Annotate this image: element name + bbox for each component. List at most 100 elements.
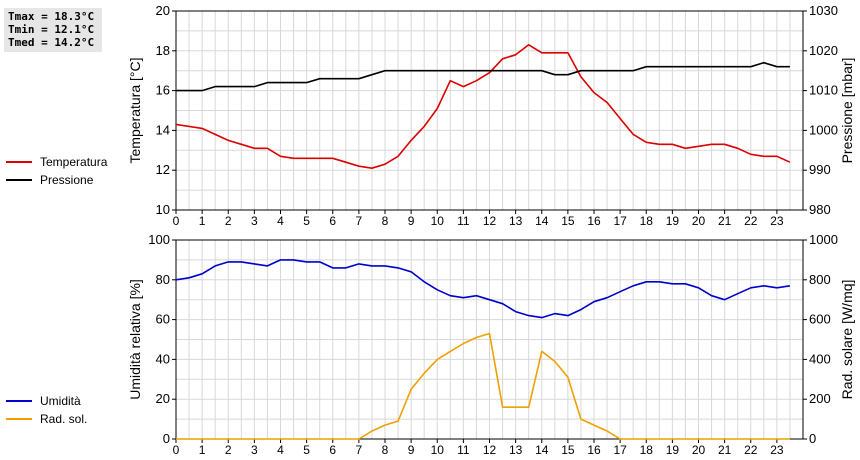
x-tick-label: 22 [744, 214, 758, 228]
tmed-stat: Tmed = 14.2°C [8, 36, 95, 49]
x-tick-label: 5 [303, 214, 310, 228]
x-tick-label: 15 [561, 443, 575, 457]
x-tick-label: 4 [277, 214, 284, 228]
y-tick-label: 12 [156, 162, 170, 177]
x-tick-label: 10 [431, 443, 445, 457]
x-tick-label: 3 [251, 214, 258, 228]
x-tick-label: 13 [509, 443, 523, 457]
y-tick-label: 10 [156, 202, 170, 217]
y2-tick-label: 600 [809, 312, 831, 327]
y-tick-label: 20 [156, 3, 170, 18]
x-tick-label: 1 [199, 214, 206, 228]
y-axis-label: Umidità relativa [%] [127, 279, 143, 400]
legend-top: Temperatura Pressione [6, 153, 107, 189]
x-tick-label: 6 [329, 214, 336, 228]
legend-swatch [6, 400, 32, 402]
x-tick-label: 18 [640, 443, 654, 457]
x-tick-label: 15 [561, 214, 575, 228]
x-tick-label: 23 [770, 443, 784, 457]
y2-tick-label: 1030 [809, 3, 838, 18]
y2-tick-label: 980 [809, 202, 831, 217]
x-tick-label: 23 [770, 214, 784, 228]
x-tick-label: 2 [225, 443, 232, 457]
x-tick-label: 6 [329, 443, 336, 457]
y-tick-label: 100 [148, 232, 170, 247]
y2-axis-label: Pressione [mbar] [839, 58, 855, 164]
y-tick-label: 20 [156, 391, 170, 406]
y-tick-label: 16 [156, 83, 170, 98]
y2-tick-label: 400 [809, 351, 831, 366]
y2-tick-label: 0 [809, 431, 816, 446]
legend-item-temperatura: Temperatura [6, 153, 107, 171]
x-tick-label: 12 [483, 443, 497, 457]
x-tick-label: 11 [457, 443, 470, 457]
legend-item-umidita: Umidità [6, 392, 87, 410]
x-tick-label: 14 [535, 214, 549, 228]
legend-label: Rad. sol. [40, 412, 88, 426]
chart-panel-1: 0 1 2 3 4 5 6 7 8 9 10 11 12 13 14 15 16 17 18 19 20 21 22 2310… [127, 3, 855, 228]
y2-tick-label: 1000 [809, 232, 838, 247]
y2-tick-label: 1010 [809, 83, 838, 98]
x-tick-label: 12 [483, 214, 497, 228]
x-tick-label: 13 [509, 214, 523, 228]
y-tick-label: 60 [156, 312, 170, 327]
x-tick-label: 2 [225, 214, 232, 228]
x-tick-label: 7 [356, 443, 363, 457]
y2-axis-label: Rad. solare [W/mq] [839, 280, 855, 400]
legend-label: Umidità [40, 394, 81, 408]
x-tick-label: 17 [613, 214, 627, 228]
x-tick-label: 0 [173, 443, 180, 457]
x-tick-label: 8 [382, 443, 389, 457]
x-tick-label: 17 [613, 443, 627, 457]
tmin-stat: Tmin = 12.1°C [8, 23, 95, 36]
y-tick-label: 40 [156, 351, 170, 366]
legend-swatch [6, 179, 32, 181]
legend-swatch [6, 161, 32, 163]
x-tick-label: 0 [173, 214, 180, 228]
series-line-temperatura [175, 43, 791, 169]
x-tick-label: 20 [692, 214, 706, 228]
x-tick-label: 19 [666, 443, 680, 457]
y2-tick-label: 200 [809, 391, 831, 406]
legend-swatch [6, 418, 32, 420]
x-tick-label: 21 [718, 443, 732, 457]
x-tick-label: 21 [718, 214, 732, 228]
x-tick-label: 20 [692, 443, 706, 457]
x-tick-label: 10 [431, 214, 445, 228]
y2-tick-label: 1000 [809, 122, 838, 137]
y-tick-label: 80 [156, 272, 170, 287]
y-tick-label: 18 [156, 43, 170, 58]
x-tick-label: 9 [408, 214, 415, 228]
series-line-rad-sol [176, 332, 790, 440]
series-line-pressione [176, 61, 790, 92]
legend-item-pressione: Pressione [6, 171, 107, 189]
stats-box: Tmax = 18.3°C Tmin = 12.1°C Tmed = 14.2°… [4, 8, 102, 52]
legend-bottom: Umidità Rad. sol. [6, 392, 87, 428]
x-tick-label: 3 [251, 443, 258, 457]
y-axis-label: Temperatura [°C] [127, 58, 143, 164]
legend-item-rad-sol: Rad. sol. [6, 410, 87, 428]
x-tick-label: 4 [277, 443, 284, 457]
legend-label: Pressione [40, 173, 94, 187]
x-tick-label: 8 [382, 214, 389, 228]
y2-tick-label: 800 [809, 272, 831, 287]
series-line-umidit [175, 259, 791, 319]
y-tick-label: 0 [163, 431, 170, 446]
x-tick-label: 22 [744, 443, 758, 457]
y-tick-label: 14 [156, 122, 170, 137]
x-tick-label: 7 [356, 214, 363, 228]
x-tick-label: 11 [457, 214, 470, 228]
chart-panel-2: 0 1 2 3 4 5 6 7 8 9 10 11 12 13 14 15 16 17 18 19 20 21 22 2302… [127, 232, 855, 457]
y2-tick-label: 1020 [809, 43, 838, 58]
legend-label: Temperatura [40, 155, 108, 169]
x-tick-label: 14 [535, 443, 549, 457]
x-tick-label: 1 [199, 443, 206, 457]
x-tick-label: 5 [303, 443, 310, 457]
x-tick-label: 16 [587, 214, 601, 228]
y2-tick-label: 990 [809, 162, 831, 177]
x-tick-label: 16 [587, 443, 601, 457]
x-tick-label: 18 [640, 214, 654, 228]
tmax-stat: Tmax = 18.3°C [8, 10, 95, 23]
x-tick-label: 19 [666, 214, 680, 228]
